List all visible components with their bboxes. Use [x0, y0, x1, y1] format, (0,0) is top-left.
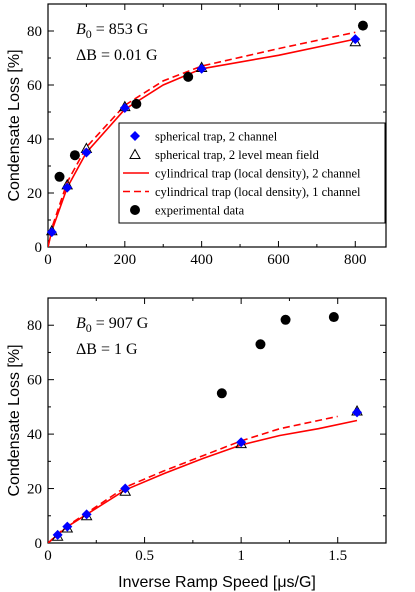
diamond-marker [236, 437, 247, 448]
legend-label: experimental data [155, 204, 245, 218]
y-tick-label: 20 [27, 482, 42, 498]
y-tick-label: 20 [27, 186, 42, 202]
y-axis-label: Condensate Loss [%] [6, 49, 23, 201]
y-tick-label: 0 [35, 536, 43, 552]
x-tick-label: 1 [237, 548, 245, 564]
circle-marker [54, 171, 65, 182]
x-tick-label: 400 [190, 252, 213, 268]
b0-symbol: B [76, 21, 86, 38]
b0-annotation: B0 = 853 G [76, 21, 149, 41]
series-line-dashed [48, 31, 356, 247]
diamond-marker [350, 34, 361, 45]
x-tick-label: 0.5 [135, 548, 154, 564]
series-line-solid [48, 419, 358, 543]
x-tick-label: 800 [344, 252, 367, 268]
series-circle-points [216, 312, 339, 399]
legend-label: cylindrical trap (local density), 2 chan… [155, 167, 361, 181]
circle-marker [183, 71, 194, 82]
triangle-marker [129, 148, 141, 159]
legend-box [118, 122, 386, 224]
x-tick-label: 200 [114, 252, 137, 268]
circle-marker [216, 388, 227, 399]
diamond-marker [196, 63, 207, 74]
diamond-marker [62, 521, 73, 532]
y-tick-label: 80 [27, 24, 42, 40]
legend-label: spherical trap, 2 channel [155, 130, 278, 144]
diamond-marker [130, 131, 140, 141]
circle-marker [255, 339, 266, 350]
x-axis-label: Inverse Ramp Speed [μs/G] [118, 574, 316, 591]
b0-value: = 907 G [92, 315, 149, 332]
y-tick-label: 60 [27, 78, 42, 94]
legend-label: spherical trap, 2 level mean field [155, 148, 320, 162]
circle-marker [280, 314, 291, 325]
y-tick-label: 80 [27, 318, 42, 334]
y-axis-label: Condensate Loss [%] [6, 344, 23, 496]
b0-annotation: B0 = 907 G [76, 315, 149, 335]
diamond-marker [120, 483, 131, 494]
y-tick-label: 60 [27, 373, 42, 389]
circle-marker [69, 150, 80, 161]
x-tick-label: 0 [44, 252, 52, 268]
circle-marker [328, 312, 339, 323]
circle-marker [130, 205, 140, 215]
series-diamond-points [46, 34, 361, 238]
diamond-marker [52, 529, 63, 540]
series-diamond-points [52, 407, 363, 540]
x-tick-label: 600 [267, 252, 290, 268]
x-tick-label: 1.5 [328, 548, 347, 564]
diamond-marker [81, 509, 92, 520]
series-circle-points [54, 20, 368, 182]
b0-subscript: 0 [86, 321, 92, 335]
y-tick-label: 0 [35, 240, 43, 256]
diamond-marker [62, 182, 73, 193]
y-tick-label: 40 [27, 427, 42, 443]
legend-label: cylindrical trap (local density), 1 chan… [155, 185, 361, 199]
diamond-marker [119, 102, 130, 113]
delta-b-annotation: ΔB = 1 G [76, 341, 138, 358]
diamond-marker [46, 227, 57, 238]
series-triangle-points [51, 404, 363, 541]
diamond-marker [352, 407, 363, 418]
b0-subscript: 0 [86, 27, 92, 41]
legend: spherical trap, 2 channel spherical trap,… [118, 122, 386, 224]
series-line-dashed [48, 415, 338, 543]
delta-b-annotation: ΔB = 0.01 G [76, 47, 158, 64]
circle-marker [131, 98, 142, 109]
plot-frame [47, 3, 387, 248]
b0-symbol: B [76, 315, 86, 332]
plot-frame [47, 297, 387, 544]
x-tick-label: 0 [44, 548, 52, 564]
diamond-marker [81, 147, 92, 158]
y-tick-label: 40 [27, 132, 42, 148]
b0-value: = 853 G [92, 21, 149, 38]
circle-marker [357, 20, 368, 31]
